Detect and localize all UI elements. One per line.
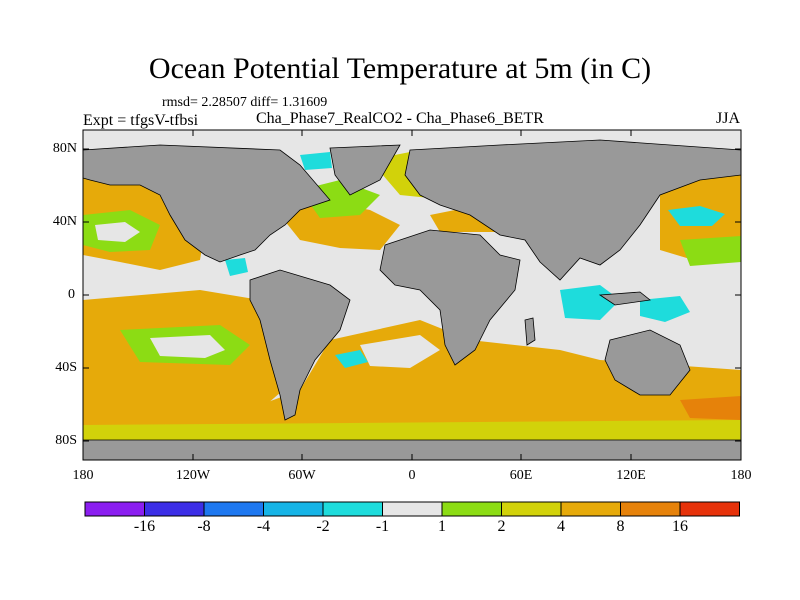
colorbar-label: -16 [133,518,156,535]
colorbar-label: 16 [672,518,688,535]
n-pacific-core [95,222,140,242]
colorbar-box-4 [263,501,324,517]
colorbar-label: 8 [616,518,625,535]
plot-title: Ocean Potential Temperature at 5m (in C) [148,52,652,85]
experiment-label: Expt = tfgsV-tfbsi [83,112,199,129]
map-panel [83,130,741,460]
eurasia [404,139,741,281]
north-america [83,144,331,263]
greenland [329,144,401,196]
south-pacific-grey [150,335,225,358]
colorbar-box-1 [84,501,145,517]
colorbar-label: 1 [438,518,446,535]
colorbar-box-2 [144,501,205,517]
south-atlantic-warm [83,320,741,440]
colorbar-label: -8 [197,518,211,535]
axis-ticks [82,130,742,460]
lon-label-60e: 60E [509,468,533,483]
antarctica [83,439,741,460]
colorbar-box-3 [203,501,264,517]
colorbar-label: -1 [375,518,390,535]
colorbar [84,501,740,517]
indonesia [598,291,651,306]
lon-label-120w: 120W [175,468,211,483]
madagascar [524,317,536,346]
colorbar-label: 2 [497,518,506,535]
south-atlantic-grey [360,335,440,368]
comparison-label: Cha_Phase7_RealCO2 - Cha_Phase6_BETR [256,110,544,127]
season-label: JJA [716,110,741,127]
colorbar-label: -4 [256,518,271,535]
lon-label-120e: 120E [616,468,646,483]
land-masses [83,139,741,460]
lon-label-60w: 60W [288,468,316,483]
south-america [249,269,351,421]
ne-pacific-cool [668,206,725,226]
colorbar-label: 4 [557,518,565,535]
colorbar-box-9 [560,501,621,517]
southern-ocean-green [83,420,741,442]
lat-label-80s: 80S [55,433,77,448]
labrador-cool [300,152,332,170]
lon-label-180-left: 180 [72,468,94,483]
lat-label-0: 0 [68,287,75,302]
colorbar-box-6 [382,501,443,517]
colorbar-box-5 [322,501,383,517]
australia [604,329,691,396]
africa [379,229,521,366]
caribbean-cool [225,258,248,276]
colorbar-label: -2 [316,518,330,535]
lat-label-40s: 40S [55,360,77,375]
colorbar-box-11 [679,501,740,517]
lat-label-80n: 80N [52,141,77,156]
colorbar-box-8 [501,501,562,517]
north-atlantic-warm [280,200,400,250]
lat-label-40n: 40N [52,214,77,229]
west-pacific-cool [640,296,690,322]
stats-label: rmsd= 2.28507 diff= 1.31609 [162,95,328,110]
colorbar-box-7 [441,501,502,517]
lon-label-180-right: 180 [730,468,752,483]
colorbar-box-10 [620,501,681,517]
indian-ocean-cool [560,285,620,320]
lon-label-0: 0 [408,468,416,483]
southern-ocean-red [680,396,741,420]
south-atlantic-cool [335,350,368,368]
ne-pacific-green [680,236,741,266]
